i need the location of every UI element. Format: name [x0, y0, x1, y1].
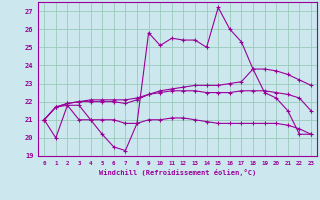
X-axis label: Windchill (Refroidissement éolien,°C): Windchill (Refroidissement éolien,°C)	[99, 169, 256, 176]
